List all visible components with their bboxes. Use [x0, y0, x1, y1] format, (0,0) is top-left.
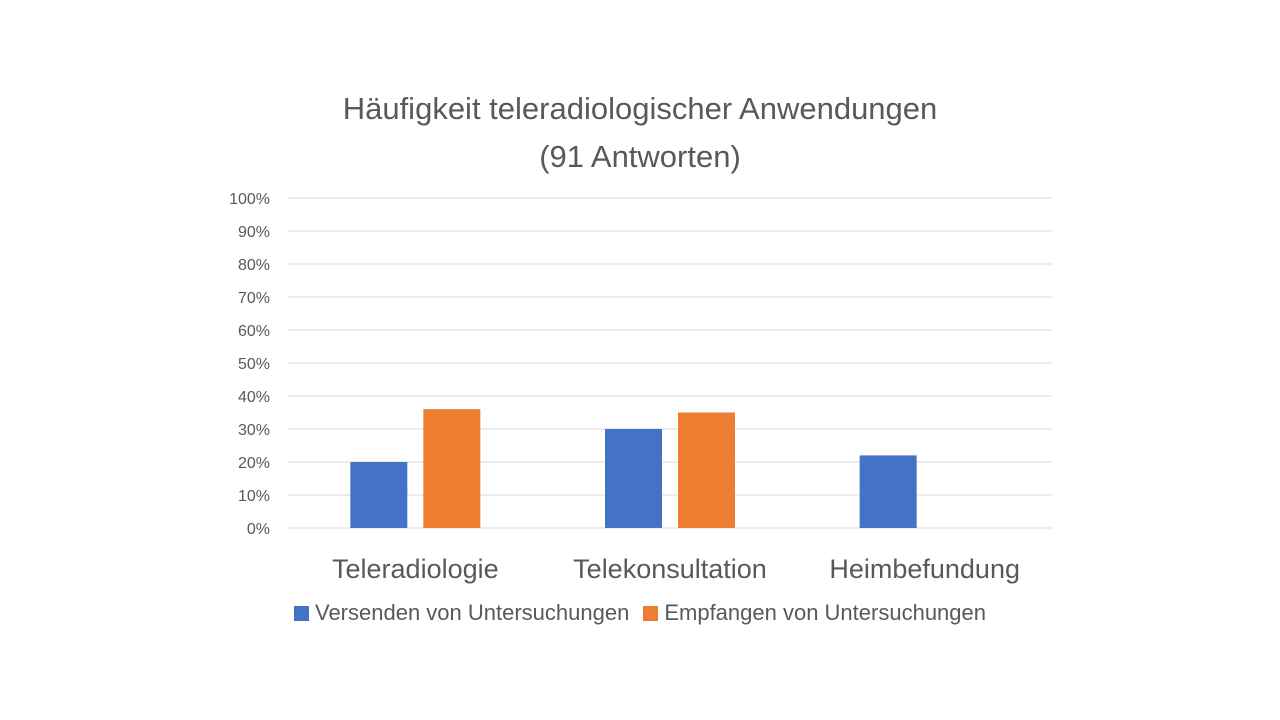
x-tick-label: Heimbefundung — [829, 554, 1020, 584]
legend: Versenden von Untersuchungen Empfangen v… — [0, 600, 1280, 626]
y-tick-label: 0% — [247, 521, 270, 538]
y-tick-label: 20% — [238, 455, 270, 472]
legend-swatch-series-2 — [643, 605, 659, 621]
y-tick-label: 30% — [238, 422, 270, 439]
y-tick-label: 60% — [238, 323, 270, 340]
x-tick-label: Teleradiologie — [332, 554, 499, 584]
legend-swatch-series-1 — [293, 605, 309, 621]
legend-item-series-1: Versenden von Untersuchungen — [293, 600, 630, 626]
bar-2-telekonsultation — [678, 412, 735, 528]
legend-label-series-2: Empfangen von Untersuchungen — [664, 600, 986, 625]
legend-item-series-2: Empfangen von Untersuchungen — [643, 600, 986, 626]
y-tick-label: 70% — [238, 290, 270, 307]
legend-label-series-1: Versenden von Untersuchungen — [314, 600, 630, 625]
y-tick-label: 10% — [238, 488, 270, 505]
chart-title: Häufigkeit teleradiologischer Anwendunge… — [342, 91, 938, 126]
bar-1-telekonsultation — [605, 429, 662, 528]
bar-1-heimbefundung — [859, 455, 917, 528]
chart-subtitle: (91 Antworten) — [539, 139, 741, 174]
bar-2-teleradiologie — [423, 409, 481, 528]
y-tick-label: 40% — [238, 389, 270, 406]
y-tick-label: 90% — [238, 224, 270, 241]
x-tick-label: Telekonsultation — [573, 554, 767, 584]
bar-1-teleradiologie — [350, 462, 408, 528]
y-tick-label: 100% — [229, 191, 270, 208]
y-tick-label: 80% — [238, 257, 270, 274]
y-tick-label: 50% — [238, 356, 270, 373]
